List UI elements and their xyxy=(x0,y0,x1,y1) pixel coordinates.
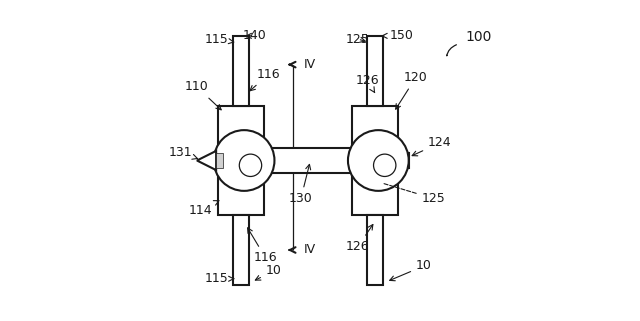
Bar xyxy=(233,215,248,285)
Bar xyxy=(367,215,383,285)
Bar xyxy=(367,36,383,106)
Text: 140: 140 xyxy=(243,29,266,42)
Text: 131: 131 xyxy=(168,146,198,159)
Text: 116: 116 xyxy=(248,228,278,265)
Text: 110: 110 xyxy=(185,81,221,110)
Text: 125: 125 xyxy=(346,32,369,46)
Bar xyxy=(216,153,223,168)
Text: 125: 125 xyxy=(383,183,445,205)
Text: 116: 116 xyxy=(250,68,281,91)
Text: 10: 10 xyxy=(390,259,432,281)
Circle shape xyxy=(374,154,396,177)
Text: 115: 115 xyxy=(204,272,234,285)
Text: 10: 10 xyxy=(255,264,282,280)
Text: 114: 114 xyxy=(188,201,219,217)
Circle shape xyxy=(239,154,262,177)
Polygon shape xyxy=(197,151,216,170)
Text: 126: 126 xyxy=(355,74,379,92)
Text: 130: 130 xyxy=(289,164,313,205)
Text: 120: 120 xyxy=(396,71,428,109)
Text: 115: 115 xyxy=(204,32,234,46)
Text: 150: 150 xyxy=(382,29,413,42)
Bar xyxy=(233,36,248,106)
FancyArrowPatch shape xyxy=(447,45,456,56)
Bar xyxy=(352,106,398,215)
Text: IV: IV xyxy=(304,244,316,256)
Bar xyxy=(218,106,264,215)
Bar xyxy=(264,148,352,173)
Text: IV: IV xyxy=(304,58,316,71)
Circle shape xyxy=(214,130,275,191)
Text: 100: 100 xyxy=(465,30,492,44)
Text: 124: 124 xyxy=(412,136,452,156)
Text: 126: 126 xyxy=(346,225,373,253)
Bar xyxy=(398,152,408,169)
Circle shape xyxy=(348,130,409,191)
